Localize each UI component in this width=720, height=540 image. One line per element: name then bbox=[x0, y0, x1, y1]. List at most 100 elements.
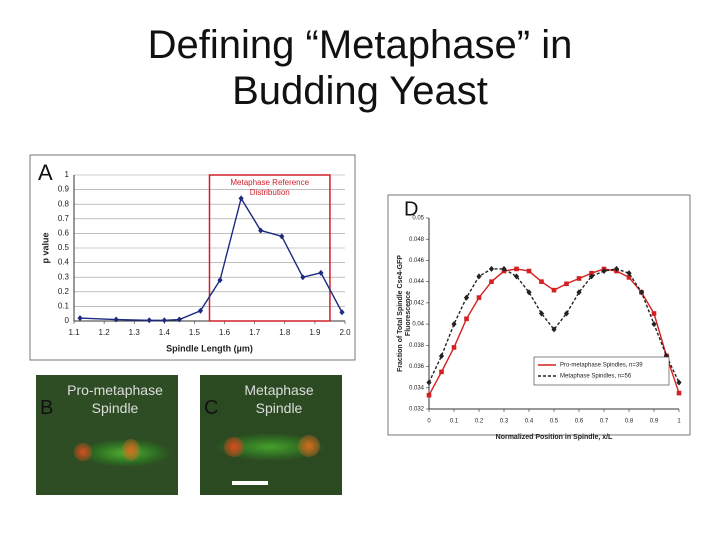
y-tick-label: 0.5 bbox=[58, 243, 70, 252]
data-point bbox=[651, 321, 657, 328]
data-point bbox=[464, 316, 469, 322]
y-tick-label: 0.038 bbox=[409, 343, 425, 349]
x-axis-label: Spindle Length (µm) bbox=[166, 343, 253, 353]
chart-frame bbox=[29, 154, 356, 361]
panel-letter: B bbox=[40, 397, 54, 419]
chart-frame bbox=[387, 194, 691, 436]
x-axis-label: Normalized Position in Spindle, x/L bbox=[496, 434, 613, 441]
data-point bbox=[676, 379, 682, 386]
data-point bbox=[501, 265, 507, 272]
data-point bbox=[146, 317, 152, 324]
data-point bbox=[300, 274, 306, 281]
data-point bbox=[589, 270, 594, 276]
data-point bbox=[563, 310, 570, 317]
data-point bbox=[489, 279, 494, 284]
y-tick-label: 0.7 bbox=[58, 214, 70, 223]
data-point bbox=[176, 316, 182, 323]
data-point bbox=[626, 275, 632, 280]
legend-box bbox=[533, 356, 670, 386]
data-point bbox=[601, 268, 607, 275]
data-point bbox=[197, 307, 204, 314]
data-point bbox=[564, 281, 569, 287]
annotation: Distribution bbox=[250, 188, 290, 197]
y-tick-label: 0.044 bbox=[409, 279, 425, 285]
y-axis-label: p value bbox=[40, 232, 50, 263]
x-tick-label: 1.5 bbox=[189, 328, 201, 337]
data-point bbox=[539, 279, 544, 284]
y-tick-label: 0.1 bbox=[58, 302, 70, 311]
data-point bbox=[476, 295, 482, 300]
x-tick-label: 0.7 bbox=[600, 419, 609, 425]
annotation: Metaphase Reference bbox=[230, 178, 309, 187]
y-tick-label: 0.9 bbox=[58, 185, 70, 194]
x-tick-label: 1.1 bbox=[68, 328, 80, 337]
data-point bbox=[77, 315, 83, 322]
data-point bbox=[451, 321, 457, 328]
y-axis-label: Fraction of Total Spindle Cse4-GFP bbox=[397, 255, 404, 372]
x-tick-label: 1.7 bbox=[249, 328, 261, 337]
data-point bbox=[551, 326, 557, 333]
data-point bbox=[514, 266, 519, 272]
x-tick-label: 0.2 bbox=[475, 419, 484, 425]
x-tick-label: 1.6 bbox=[219, 328, 231, 337]
data-point bbox=[113, 316, 119, 323]
data-point bbox=[588, 273, 595, 280]
x-tick-label: 0.4 bbox=[525, 419, 534, 425]
y-tick-label: 1 bbox=[65, 170, 70, 179]
legend-label: Pro-metaphase Spindles, n=39 bbox=[560, 363, 643, 369]
data-point bbox=[258, 227, 264, 234]
x-tick-label: 0.5 bbox=[550, 419, 559, 425]
kinetochore-spot bbox=[122, 439, 140, 461]
data-point bbox=[476, 273, 482, 280]
data-point bbox=[279, 233, 285, 240]
data-point bbox=[551, 287, 557, 293]
x-tick-label: 2.0 bbox=[339, 328, 351, 337]
data-point bbox=[526, 268, 532, 274]
x-tick-label: 1.8 bbox=[279, 328, 291, 337]
data-point bbox=[638, 289, 645, 296]
y-tick-label: 0.3 bbox=[58, 272, 70, 281]
image-caption: Pro-metaphase Spindle bbox=[67, 382, 163, 416]
data-point bbox=[426, 392, 432, 398]
data-point bbox=[217, 277, 223, 284]
x-tick-label: 1.3 bbox=[129, 328, 141, 337]
y-tick-label: 0.8 bbox=[58, 199, 70, 208]
data-point bbox=[676, 390, 682, 396]
data-point bbox=[513, 273, 520, 280]
panel-letter: C bbox=[204, 397, 219, 419]
panel-letter: D bbox=[404, 198, 418, 220]
highlight-region bbox=[208, 174, 331, 322]
x-tick-label: 0.3 bbox=[500, 419, 509, 425]
panel-letter: A bbox=[38, 160, 53, 185]
data-point bbox=[576, 289, 582, 296]
data-point bbox=[526, 289, 532, 296]
data-point bbox=[576, 276, 582, 281]
data-point bbox=[318, 269, 324, 276]
kinetochore-spot bbox=[74, 443, 92, 461]
x-tick-label: 0.8 bbox=[625, 419, 634, 425]
data-point bbox=[538, 310, 545, 317]
data-point bbox=[439, 369, 444, 375]
x-tick-label: 1.4 bbox=[159, 328, 171, 337]
data-point bbox=[339, 309, 345, 316]
x-tick-label: 0.9 bbox=[650, 419, 659, 425]
x-tick-label: 0 bbox=[427, 419, 431, 425]
y-tick-label: 0.048 bbox=[409, 237, 425, 243]
slide-title: Defining “Metaphase” in Budding Yeast bbox=[147, 23, 573, 113]
y-tick-label: 0 bbox=[65, 316, 70, 325]
y-tick-label: 0.032 bbox=[409, 407, 425, 413]
data-point bbox=[426, 379, 432, 386]
scale-bar bbox=[232, 481, 268, 485]
x-tick-label: 1 bbox=[677, 419, 681, 425]
data-point bbox=[161, 317, 167, 324]
kinetochore-spot bbox=[224, 437, 244, 457]
x-tick-label: 1.9 bbox=[309, 328, 321, 337]
y-tick-label: 0.034 bbox=[409, 385, 425, 391]
y-tick-label: 0.042 bbox=[409, 300, 425, 306]
y-axis-label: Fluorescence bbox=[405, 291, 412, 336]
x-tick-label: 0.1 bbox=[450, 419, 459, 425]
x-tick-label: 0.6 bbox=[575, 419, 584, 425]
image-caption: Metaphase Spindle bbox=[244, 382, 314, 416]
image-panel: Metaphase Spindle C bbox=[200, 375, 342, 495]
